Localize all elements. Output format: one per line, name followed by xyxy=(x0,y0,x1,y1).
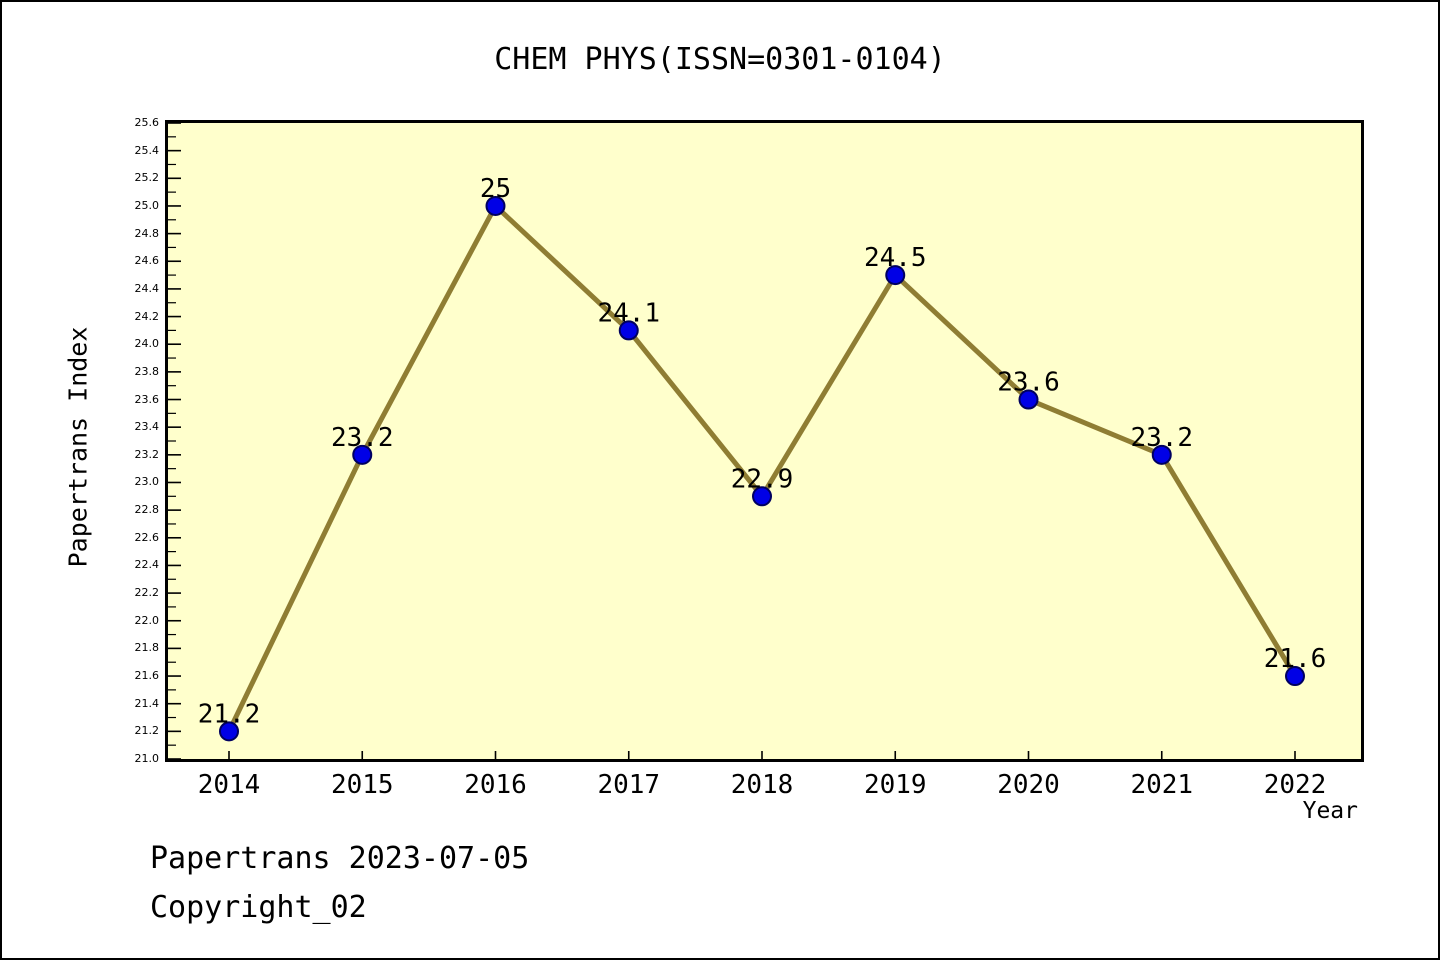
x-tick-label: 2018 xyxy=(730,770,794,800)
y-tick-label: 23.0 xyxy=(134,475,160,489)
data-point-label: 23.2 xyxy=(331,423,394,453)
y-tick-label: 22.0 xyxy=(134,613,160,627)
y-tick-label: 24.2 xyxy=(134,309,160,323)
y-tick-label: 22.6 xyxy=(134,530,160,544)
data-point-label: 24.5 xyxy=(864,243,927,273)
x-tick-label: 2015 xyxy=(330,770,394,800)
y-tick-label: 24.8 xyxy=(134,226,160,240)
data-point-label: 23.6 xyxy=(997,368,1060,398)
data-point-label: 22.9 xyxy=(731,464,794,494)
x-tick-label: 2020 xyxy=(997,770,1060,800)
data-point-marker xyxy=(1151,444,1172,465)
data-point-label: 21.2 xyxy=(198,699,261,729)
y-tick-label: 22.8 xyxy=(134,503,160,517)
data-point-marker xyxy=(618,320,639,341)
x-tick-label: 2019 xyxy=(863,770,927,800)
line-chart-svg: 21.2 23.2 25 24.1 22.9 24.5 23.6 23.2 21.6 xyxy=(168,123,1327,759)
data-point-marker xyxy=(752,486,772,507)
data-point-marker xyxy=(485,195,506,216)
data-point-label: 24.1 xyxy=(597,298,660,328)
y-tick-label: 21.0 xyxy=(134,752,160,765)
footer-copyright: Copyright_02 xyxy=(150,890,367,925)
data-point-marker xyxy=(352,444,373,465)
y-tick-label: 24.0 xyxy=(134,337,160,351)
x-tick-label: 2016 xyxy=(464,770,527,800)
y-tick-label: 23.4 xyxy=(134,420,160,434)
y-tick-label: 23.8 xyxy=(134,364,160,378)
y-tick-label: 22.2 xyxy=(134,586,160,600)
y-tick-label: 25.2 xyxy=(134,171,160,185)
y-tick-label: 24.6 xyxy=(134,254,160,268)
chart-title: CHEM PHYS(ISSN=0301-0104) xyxy=(494,42,946,77)
x-tick-label: 2017 xyxy=(597,770,661,800)
y-tick-label: 25.4 xyxy=(134,143,160,157)
data-point-marker xyxy=(885,265,906,286)
data-point-label: 23.2 xyxy=(1130,423,1193,453)
y-tick-label: 24.4 xyxy=(134,281,160,295)
data-point-marker xyxy=(219,721,239,742)
data-point-marker xyxy=(1285,666,1305,687)
y-tick-label: 21.6 xyxy=(134,669,160,683)
y-axis-label: Papertrans Index xyxy=(63,326,93,568)
x-tick-label: 2021 xyxy=(1130,770,1194,800)
x-axis-label: Year xyxy=(1302,798,1358,824)
data-point-label: 25 xyxy=(480,174,511,204)
x-tick-label: 2014 xyxy=(197,770,261,800)
y-tick-label: 21.2 xyxy=(134,724,160,738)
y-tick-label: 23.6 xyxy=(134,392,160,406)
y-tick-label: 25.6 xyxy=(134,116,160,129)
plot-area: 21.2 23.2 25 24.1 22.9 24.5 23.6 23.2 21.6 xyxy=(165,120,1364,762)
y-tick-label: 22.4 xyxy=(134,558,160,572)
x-tick-label: 2022 xyxy=(1263,770,1327,800)
data-point-label: 21.6 xyxy=(1264,644,1327,674)
footer-watermark: Papertrans 2023-07-05 xyxy=(150,841,530,876)
data-point-marker xyxy=(1018,389,1039,410)
y-tick-label: 25.0 xyxy=(134,198,160,212)
y-tick-label: 21.8 xyxy=(134,641,160,655)
y-tick-label: 21.4 xyxy=(134,696,160,710)
y-tick-label: 23.2 xyxy=(134,447,160,461)
